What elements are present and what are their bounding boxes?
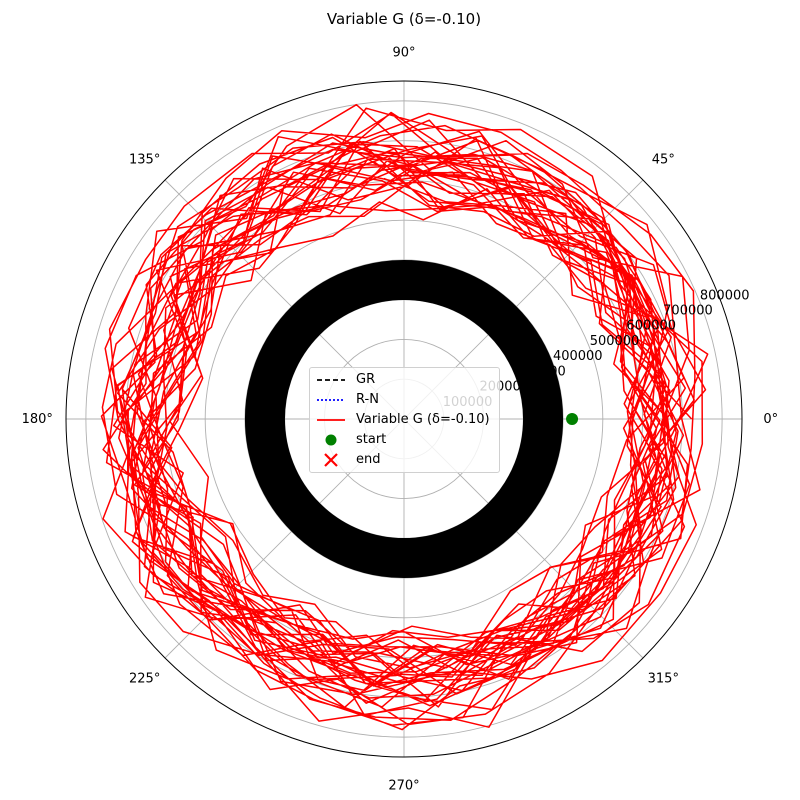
legend-swatch bbox=[325, 434, 337, 446]
legend-item: Variable G (δ=-0.10) bbox=[310, 410, 499, 431]
legend-swatch bbox=[317, 379, 345, 381]
legend-swatch bbox=[317, 399, 345, 401]
legend-label: Variable G (δ=-0.10) bbox=[356, 412, 490, 427]
chart-title: Variable G (δ=-0.10) bbox=[326, 10, 482, 28]
orbit-layer bbox=[100, 103, 709, 731]
central-body bbox=[244, 259, 564, 579]
theta-tick-label: 90° bbox=[392, 45, 415, 60]
legend-label: start bbox=[356, 432, 387, 447]
r-tick-label: 600000 bbox=[626, 319, 676, 334]
legend: GR R-N Variable G (δ=-0.10) start end bbox=[309, 367, 500, 473]
r-tick-label: 400000 bbox=[553, 349, 603, 364]
legend-swatch bbox=[324, 453, 338, 467]
r-tick-label: 700000 bbox=[663, 303, 713, 318]
theta-tick-label: 45° bbox=[652, 153, 675, 168]
central-body-layer bbox=[65, 80, 743, 758]
legend-item: start bbox=[310, 430, 499, 451]
legend-label: end bbox=[356, 452, 381, 467]
theta-tick-label: 225° bbox=[129, 671, 160, 686]
theta-tick-label: 135° bbox=[129, 153, 160, 168]
theta-tick-label: 0° bbox=[763, 412, 778, 427]
start-marker bbox=[566, 413, 579, 425]
theta-tick-label: 180° bbox=[22, 412, 53, 427]
legend-item: R-N bbox=[310, 390, 499, 411]
legend-label: GR bbox=[356, 372, 376, 387]
marker-layer bbox=[566, 413, 579, 425]
legend-item: end bbox=[310, 450, 499, 471]
r-tick-label: 800000 bbox=[700, 288, 750, 303]
r-tick-label: 500000 bbox=[590, 334, 640, 349]
theta-tick-label: 270° bbox=[388, 779, 419, 794]
r-tick-label: 300000 bbox=[516, 364, 566, 379]
legend-label: R-N bbox=[356, 392, 379, 407]
legend-item: GR bbox=[310, 370, 499, 391]
series-variable-g-line bbox=[100, 103, 709, 731]
theta-tick-label: 315° bbox=[648, 671, 679, 686]
legend-swatch bbox=[317, 419, 345, 421]
polar-frame bbox=[65, 80, 743, 758]
